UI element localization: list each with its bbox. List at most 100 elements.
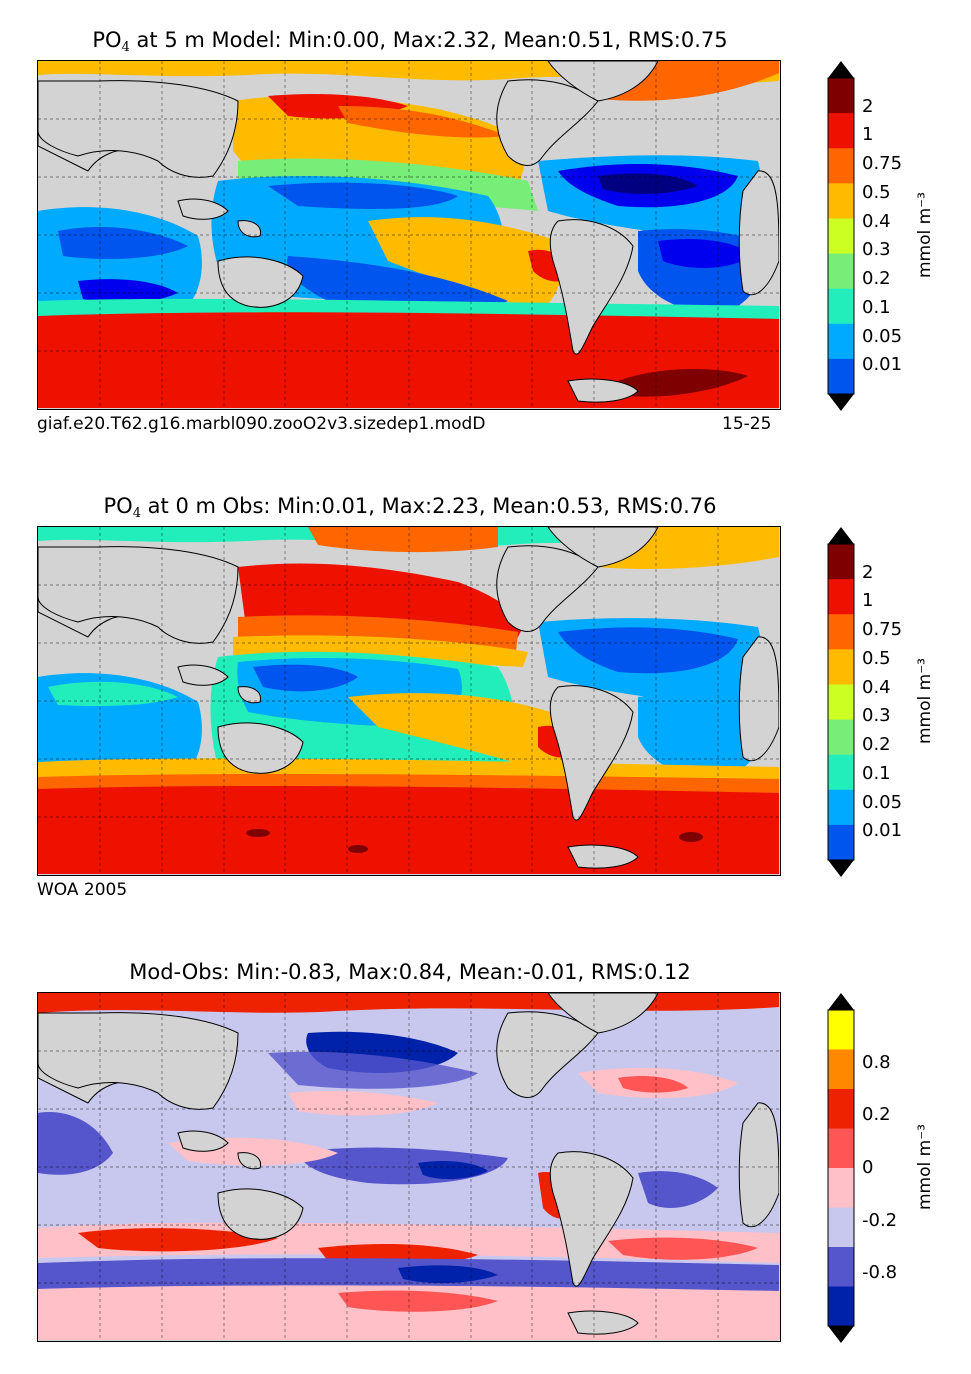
model-colorbar-tick-label: 1	[862, 124, 874, 146]
model-colorbar-segment	[828, 78, 854, 114]
diff-indonesia	[177, 1130, 262, 1170]
obs-colorbar-svg	[827, 527, 855, 877]
model-colorbar-tick-label: 0.05	[862, 325, 903, 347]
model-asia	[38, 80, 239, 178]
obs-colorbar-tick-label: 0.5	[862, 647, 891, 669]
diff-south-red-3	[608, 1237, 758, 1260]
obs-asia	[38, 546, 239, 644]
model-colorbar-segment	[828, 323, 854, 360]
obs-colorbar-bottom-extend	[828, 860, 854, 877]
diff-south-blue-deep	[398, 1265, 498, 1284]
model-australia	[217, 256, 304, 308]
diff-atl-blue	[638, 1171, 718, 1208]
obs-colorbar-segment	[828, 544, 854, 580]
obs-colorbar-tick-label: 0.2	[862, 734, 891, 756]
diff-colorbar: 0.8 0.2 0 -0.2 -0.8 mmol m⁻³	[827, 992, 967, 1344]
model-colorbar-tick-label: 0.3	[862, 239, 891, 261]
diff-asia	[38, 1012, 239, 1110]
diff-pink-1	[288, 1091, 438, 1116]
obs-colorbar-segment	[828, 824, 854, 861]
diff-colorbar-tick-label: 0.8	[862, 1051, 891, 1073]
diff-south-bottom-red	[338, 1290, 498, 1312]
model-colorbar-top-extend	[828, 61, 854, 78]
diff-colorbar-top-extend	[828, 993, 854, 1010]
diff-colorbar-segment	[828, 1286, 854, 1327]
model-satl-deep	[658, 239, 753, 268]
model-indian-deep	[58, 226, 188, 259]
obs-colorbar-tick-label: 0.3	[862, 705, 891, 727]
obs-colorbar-tick-label: 2	[862, 561, 874, 583]
model-colorbar-tick-label: 0.2	[862, 268, 891, 290]
diff-australia	[217, 1188, 304, 1240]
obs-colorbar-segment	[828, 649, 854, 685]
obs-pacific-deep	[253, 664, 358, 692]
model-map-svg	[38, 61, 779, 408]
obs-africa	[738, 636, 779, 762]
obs-atlantic-deep	[558, 627, 738, 674]
obs-colorbar-tick-label: 1	[862, 590, 874, 612]
model-colorbar-segment	[828, 148, 854, 184]
model-antarctica	[567, 378, 639, 403]
obs-title: PO4 at 0 m Obs: Min:0.01, Max:2.23, Mean…	[103, 494, 717, 521]
diff-colorbar-tick-label: 0	[862, 1157, 874, 1178]
model-colorbar-segment	[828, 288, 854, 325]
model-indian-deep2	[78, 279, 178, 304]
obs-colorbar-segment	[828, 579, 854, 615]
diff-antarctica	[567, 1310, 639, 1335]
obs-colorbar-top-extend	[828, 527, 854, 544]
diff-south-america	[549, 1151, 634, 1287]
model-footnote-left: giaf.e20.T62.g16.marbl090.zooO2v3.sizede…	[37, 414, 486, 434]
obs-indonesia	[177, 664, 262, 704]
model-np-orange	[338, 106, 508, 138]
obs-colorbar-unit: mmol m⁻³	[915, 658, 935, 744]
obs-satl	[638, 695, 768, 782]
diff-africa	[738, 1102, 779, 1228]
obs-southern-ocean	[38, 786, 779, 874]
model-pacific-deep	[268, 182, 458, 209]
diff-colorbar-unit: mmol m⁻³	[915, 1124, 935, 1210]
model-map	[37, 60, 781, 410]
diff-colorbar-segment	[828, 1207, 854, 1248]
obs-colorbar-tick-label: 0.1	[862, 762, 891, 784]
model-colorbar-frame	[827, 77, 855, 395]
obs-colorbar-frame	[827, 543, 855, 861]
obs-greenland	[547, 527, 659, 568]
model-colorbar: 2 1 0.75 0.5 0.4 0.3 0.2 0.1 0.05 0.01 mmol m⁻³	[827, 60, 967, 412]
obs-arctic-orange	[308, 527, 498, 553]
obs-indian-cyan	[48, 681, 178, 707]
diff-colorbar-tick-label: -0.8	[862, 1262, 898, 1284]
diff-greenland	[547, 993, 659, 1034]
model-colorbar-tick-label: 0.1	[862, 296, 891, 318]
model-colorbar-segment	[828, 358, 854, 395]
model-indonesia	[177, 198, 262, 238]
model-colorbar-tick-label: 0.5	[862, 181, 891, 203]
obs-so-dark-1	[246, 829, 270, 837]
model-colorbar-segment	[828, 183, 854, 219]
diff-panel: Mod-Obs: Min:-0.83, Max:0.84, Mean:-0.01…	[0, 932, 971, 1374]
model-colorbar-unit: mmol m⁻³	[915, 192, 935, 278]
diff-np-medium	[268, 1051, 478, 1089]
model-footnote-right: 15-25	[722, 414, 772, 434]
model-greenland	[547, 61, 659, 102]
diff-colorbar-tick-label: -0.2	[862, 1209, 898, 1231]
model-colorbar-tick-label: 0.4	[862, 210, 891, 232]
diff-title: Mod-Obs: Min:-0.83, Max:0.84, Mean:-0.01…	[129, 960, 691, 984]
obs-map	[37, 526, 781, 876]
obs-colorbar-segment	[828, 719, 854, 756]
model-colorbar-segment	[828, 113, 854, 149]
model-africa	[738, 170, 779, 296]
obs-colorbar-segment	[828, 789, 854, 826]
diff-colorbar-bottom-extend	[828, 1326, 854, 1343]
obs-footnote-left: WOA 2005	[37, 880, 128, 900]
model-colorbar-segment	[828, 253, 854, 290]
diff-colorbar-segment	[828, 1128, 854, 1169]
obs-australia	[217, 722, 304, 774]
obs-map-svg	[38, 527, 779, 874]
obs-colorbar-tick-label: 0.75	[862, 619, 903, 641]
model-colorbar-tick-label: 2	[862, 95, 874, 117]
diff-colorbar-segment	[828, 1049, 854, 1090]
diff-colorbar-svg	[827, 993, 855, 1343]
model-atlantic-core	[598, 173, 698, 194]
diff-eq-blue-deep	[418, 1160, 488, 1180]
model-title: PO4 at 5 m Model: Min:0.00, Max:2.32, Me…	[92, 28, 728, 55]
